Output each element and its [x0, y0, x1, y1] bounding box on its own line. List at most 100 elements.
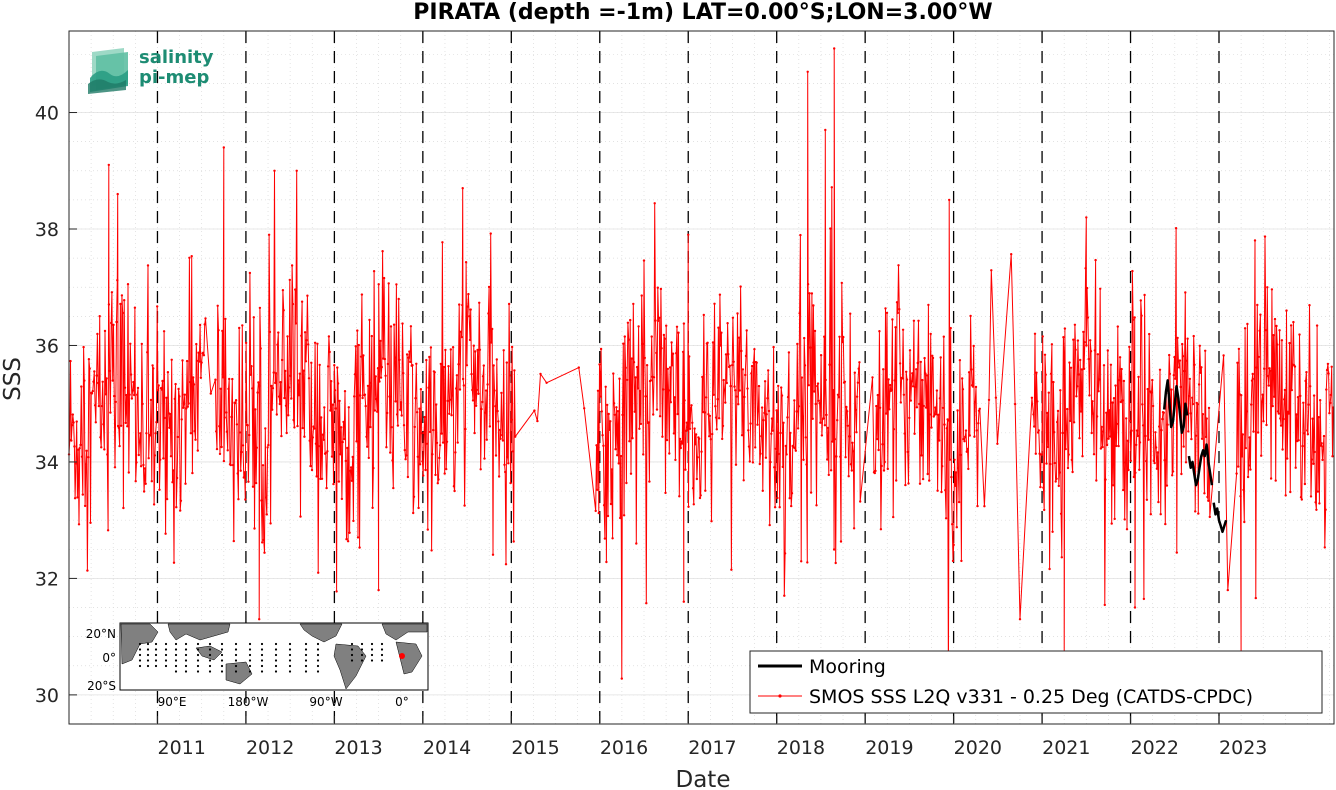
smos-data-point [824, 378, 827, 382]
smos-data-point [602, 504, 606, 507]
smos-data-point [1136, 434, 1139, 438]
smos-data-point [734, 389, 737, 392]
smos-data-point [681, 442, 684, 445]
smos-data-point [1128, 345, 1131, 349]
smos-data-point [294, 322, 298, 325]
smos-data-point [415, 411, 419, 414]
smos-data-point [346, 540, 350, 543]
smos-data-point [239, 469, 242, 472]
smos-data-point [1094, 258, 1097, 262]
smos-data-point [708, 435, 711, 438]
smos-data-point [675, 325, 679, 328]
smos-data-point [661, 435, 664, 438]
smos-data-point [1290, 388, 1294, 392]
smos-data-point [270, 384, 273, 388]
smos-data-point [1250, 403, 1253, 406]
smos-data-point [90, 392, 94, 395]
smos-data-point [974, 400, 977, 404]
smos-data-point [892, 515, 895, 519]
smos-data-point [786, 395, 790, 399]
smos-data-point [451, 394, 454, 397]
smos-data-point [684, 468, 687, 471]
smos-data-point [662, 333, 666, 337]
map-buoy-dot [184, 642, 188, 646]
smos-data-point [603, 537, 607, 540]
smos-data-point [670, 341, 673, 344]
smos-data-point [286, 335, 289, 338]
smos-data-point [271, 408, 274, 411]
smos-data-point [225, 411, 228, 414]
smos-data-point [875, 404, 878, 408]
smos-data-point [265, 513, 268, 516]
smos-data-point [858, 361, 861, 364]
smos-data-point [888, 408, 891, 411]
smos-data-point [994, 396, 998, 399]
smos-data-point [492, 364, 495, 367]
smos-data-point [275, 413, 278, 416]
smos-data-point [1129, 459, 1133, 462]
smos-data-point [193, 429, 196, 433]
smos-data-point [1046, 445, 1050, 449]
smos-data-point [716, 398, 719, 401]
smos-data-point [1125, 417, 1128, 420]
smos-data-point [387, 282, 390, 285]
smos-data-point [1256, 303, 1259, 307]
smos-data-point [1296, 396, 1300, 399]
map-buoy-dot [274, 642, 278, 646]
smos-data-point [461, 377, 465, 381]
smos-data-point [1080, 368, 1084, 371]
smos-data-point [467, 292, 470, 296]
smos-data-point [478, 301, 481, 304]
smos-data-point [1278, 329, 1281, 332]
smos-data-point [1325, 388, 1328, 391]
smos-data-point [1133, 606, 1137, 609]
smos-data-point [793, 399, 796, 402]
smos-data-point [238, 431, 242, 434]
smos-data-point [1244, 446, 1248, 450]
smos-data-point [325, 486, 328, 490]
smos-data-point [128, 393, 131, 396]
map-buoy-dot [196, 659, 200, 662]
smos-data-point [373, 409, 377, 412]
smos-data-point [1188, 377, 1192, 381]
smos-data-point [369, 425, 372, 429]
smos-data-point [1181, 355, 1185, 358]
smos-data-point [367, 456, 370, 460]
smos-data-point [369, 381, 373, 385]
smos-data-point [363, 393, 367, 396]
smos-data-point [218, 452, 222, 456]
smos-data-point [466, 305, 469, 308]
smos-data-point [943, 423, 946, 426]
smos-data-point [825, 413, 828, 417]
smos-data-point [347, 406, 350, 409]
smos-data-point [1156, 451, 1159, 454]
map-buoy-dot [288, 653, 292, 657]
smos-data-point [854, 408, 857, 412]
map-buoy-dot [196, 642, 200, 646]
smos-data-point [694, 443, 697, 446]
smos-data-point [237, 498, 240, 501]
smos-data-point [481, 375, 485, 378]
smos-data-point [745, 329, 748, 332]
smos-data-point [297, 394, 301, 397]
smos-data-point [493, 389, 496, 392]
smos-data-point [1143, 293, 1146, 297]
smos-data-point [1284, 494, 1287, 497]
smos-data-point [935, 389, 939, 392]
smos-data-point [1078, 437, 1081, 440]
smos-data-point [225, 430, 229, 433]
smos-data-point [165, 497, 169, 501]
smos-data-point [488, 425, 492, 428]
smos-data-point [826, 458, 829, 461]
smos-data-point [298, 372, 301, 375]
smos-data-point [596, 389, 600, 392]
map-buoy-dot [260, 653, 264, 657]
smos-data-point [349, 466, 353, 469]
smos-data-point [848, 435, 851, 438]
smos-data-point [333, 389, 337, 392]
smos-data-point [1273, 317, 1277, 321]
smos-data-point [822, 417, 825, 420]
smos-data-point [1184, 461, 1188, 464]
smos-data-point [1100, 425, 1103, 429]
smos-data-point [1033, 425, 1036, 428]
